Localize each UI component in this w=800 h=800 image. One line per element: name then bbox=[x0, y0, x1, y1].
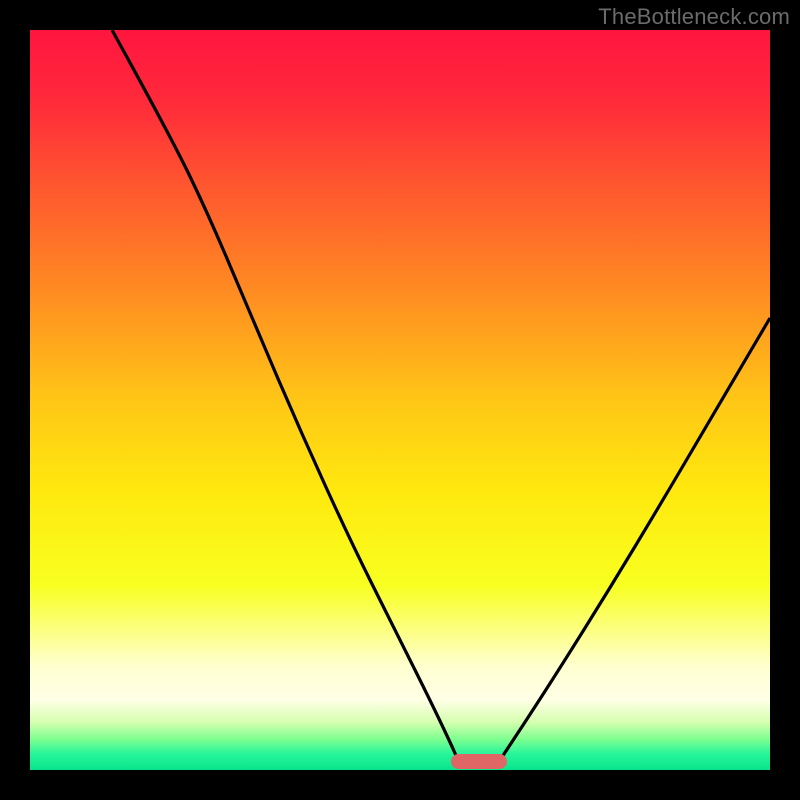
watermark-text: TheBottleneck.com bbox=[598, 4, 790, 30]
chart-frame: TheBottleneck.com bbox=[0, 0, 800, 800]
bottleneck-marker bbox=[451, 754, 507, 769]
plot-border bbox=[0, 0, 800, 800]
